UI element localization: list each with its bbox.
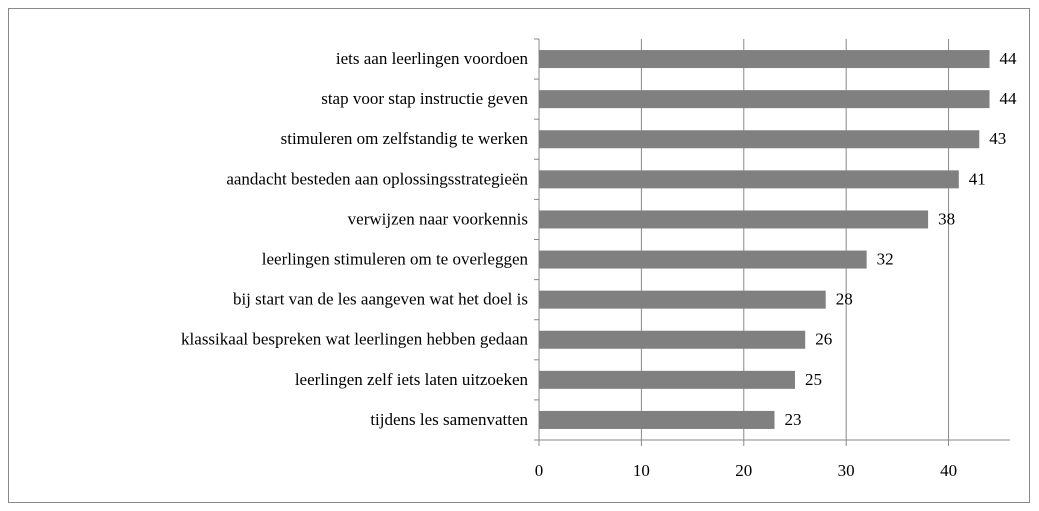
x-tick-label: 40 xyxy=(940,461,957,480)
x-tick-label: 10 xyxy=(633,461,650,480)
value-label: 44 xyxy=(1000,89,1018,108)
value-label: 38 xyxy=(938,209,955,228)
y-tick-label: bij start van de les aangeven wat het do… xyxy=(233,290,528,309)
y-tick-label: leerlingen stimuleren om te overleggen xyxy=(262,249,529,268)
bar xyxy=(539,130,980,149)
y-tick-label: tijdens les samenvatten xyxy=(370,410,528,429)
value-label: 44 xyxy=(1000,49,1018,68)
y-tick-label: iets aan leerlingen voordoen xyxy=(336,49,529,68)
value-label: 26 xyxy=(815,330,832,349)
y-tick-label: stimuleren om zelfstandig te werken xyxy=(281,129,529,148)
bar xyxy=(539,290,826,309)
bar xyxy=(539,170,959,189)
bar xyxy=(539,330,806,349)
value-label: 25 xyxy=(805,370,822,389)
y-tick-label: verwijzen naar voorkennis xyxy=(348,209,528,228)
y-tick-label: aandacht besteden aan oplossingsstrategi… xyxy=(226,169,528,188)
bar xyxy=(539,210,929,229)
value-label: 41 xyxy=(969,169,986,188)
y-tick-label: klassikaal bespreken wat leerlingen hebb… xyxy=(181,330,528,349)
bar xyxy=(539,250,867,269)
value-label: 23 xyxy=(785,410,802,429)
bar xyxy=(539,370,795,389)
bar xyxy=(539,410,775,429)
bar xyxy=(539,90,990,109)
x-tick-label: 30 xyxy=(838,461,855,480)
x-tick-label: 0 xyxy=(535,461,544,480)
x-tick-label: 20 xyxy=(735,461,752,480)
value-label: 28 xyxy=(836,290,853,309)
y-tick-label: stap voor stap instructie geven xyxy=(321,89,528,108)
bar xyxy=(539,50,990,69)
value-label: 43 xyxy=(989,129,1006,148)
value-label: 32 xyxy=(877,249,894,268)
y-tick-label: leerlingen zelf iets laten uitzoeken xyxy=(295,370,529,389)
